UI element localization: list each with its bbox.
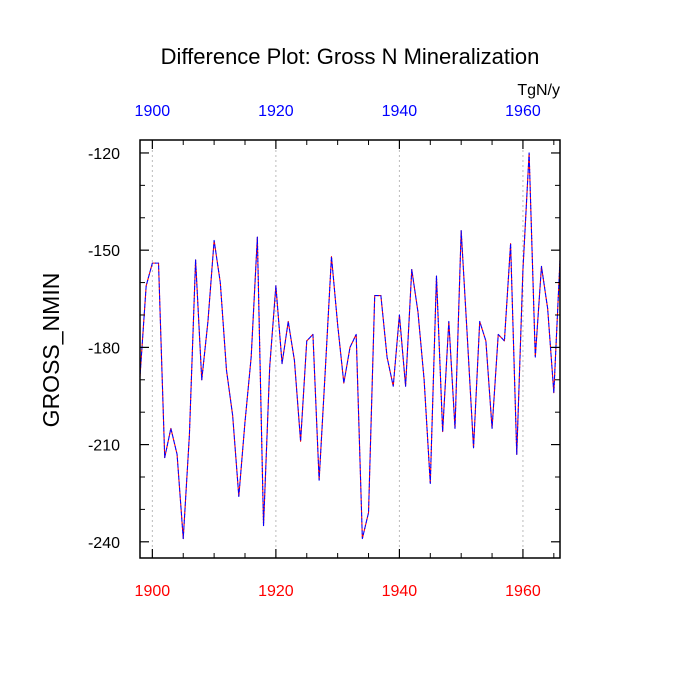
data-point-series-b <box>430 483 431 484</box>
data-point-series-b <box>399 314 400 315</box>
data-point-series-b <box>368 512 369 513</box>
data-point-series-b <box>362 538 363 539</box>
data-point-series-b <box>288 321 289 322</box>
x-tick-label-top: 1920 <box>258 103 294 120</box>
data-point-series-b <box>201 379 202 380</box>
data-point-series-b <box>547 308 548 309</box>
data-point-series-b <box>238 496 239 497</box>
data-point-series-b <box>442 431 443 432</box>
x-tick-label-bottom: 1920 <box>258 583 294 600</box>
data-point-series-b <box>325 369 326 370</box>
data-point-series-b <box>393 386 394 387</box>
y-tick-label: -120 <box>88 146 120 163</box>
units-label: TgN/y <box>517 82 560 99</box>
data-point-series-b <box>448 321 449 322</box>
data-point-series-b <box>189 434 190 435</box>
data-point-series-b <box>436 275 437 276</box>
data-point-series-b <box>411 269 412 270</box>
x-tick-label-bottom: 1900 <box>135 583 171 600</box>
x-tick-label-top: 1900 <box>135 103 171 120</box>
data-point-series-b <box>183 538 184 539</box>
data-point-series-b <box>251 357 252 358</box>
series-line-series-b <box>139 152 561 540</box>
grid-layer <box>151 140 524 558</box>
data-point-series-b <box>281 363 282 364</box>
data-point-series-b <box>454 428 455 429</box>
data-point-series-b <box>319 480 320 481</box>
data-point-series-b <box>510 243 511 244</box>
y-tick-label: -180 <box>88 340 120 357</box>
data-point-series-b <box>244 421 245 422</box>
data-point-series-b <box>294 360 295 361</box>
data-point-series-b <box>535 357 536 358</box>
x-tick-label-bottom: 1960 <box>505 583 541 600</box>
y-tick-label: -240 <box>88 535 120 552</box>
data-point-series-b <box>152 263 153 264</box>
plot-frame <box>139 139 561 559</box>
data-point-series-b <box>473 447 474 448</box>
data-point-series-b <box>349 347 350 348</box>
tick-layer: 1900 1900 1920 1920 1940 1940 1960 1960 -120 -150… <box>88 103 560 600</box>
data-point-series-b <box>479 321 480 322</box>
data-point-series-b <box>275 285 276 286</box>
data-point-series-b <box>195 259 196 260</box>
data-point-series-b <box>269 366 270 367</box>
data-point-series-b <box>207 321 208 322</box>
data-point-series-b <box>541 266 542 267</box>
data-point-series-b <box>306 340 307 341</box>
data-point-series-b <box>158 263 159 264</box>
data-point-series-b <box>417 311 418 312</box>
data-point-series-b <box>170 428 171 429</box>
data-point-series-b <box>380 295 381 296</box>
data-point-series-b <box>300 441 301 442</box>
data-point-series-b <box>257 237 258 238</box>
data-point-series-b <box>553 392 554 393</box>
chart-title: Difference Plot: Gross N Mineralization <box>161 44 540 69</box>
data-point-series-b <box>529 152 530 153</box>
y-tick-label: -210 <box>88 438 120 455</box>
data-point-series-b <box>220 282 221 283</box>
x-tick-label-top: 1960 <box>505 103 541 120</box>
y-tick-label: -150 <box>88 243 120 260</box>
data-point-series-b <box>386 357 387 358</box>
data-point-series-b <box>498 334 499 335</box>
data-point-series-b <box>491 428 492 429</box>
series-layer <box>139 152 561 540</box>
data-point-series-b <box>226 369 227 370</box>
data-point-series-b <box>263 525 264 526</box>
data-point-series-b <box>504 340 505 341</box>
y-axis-label: GROSS_NMIN <box>38 273 64 428</box>
data-point-series-b <box>467 337 468 338</box>
data-point-series-b <box>214 240 215 241</box>
data-point-series-b <box>164 457 165 458</box>
data-point-series-b <box>232 415 233 416</box>
data-point-series-b <box>176 454 177 455</box>
data-point-series-b <box>343 382 344 383</box>
data-point-series-b <box>331 256 332 257</box>
data-point-series-b <box>516 454 517 455</box>
data-point-series-b <box>356 334 357 335</box>
data-point-series-b <box>312 334 313 335</box>
data-point-series-b <box>405 386 406 387</box>
data-point-series-b <box>485 340 486 341</box>
data-point-series-b <box>146 285 147 286</box>
x-tick-label-top: 1940 <box>382 103 418 120</box>
data-point-series-b <box>424 379 425 380</box>
x-tick-label-bottom: 1940 <box>382 583 418 600</box>
data-point-series-b <box>461 230 462 231</box>
data-point-series-b <box>522 269 523 270</box>
data-point-series-b <box>374 295 375 296</box>
data-point-series-b <box>337 324 338 325</box>
